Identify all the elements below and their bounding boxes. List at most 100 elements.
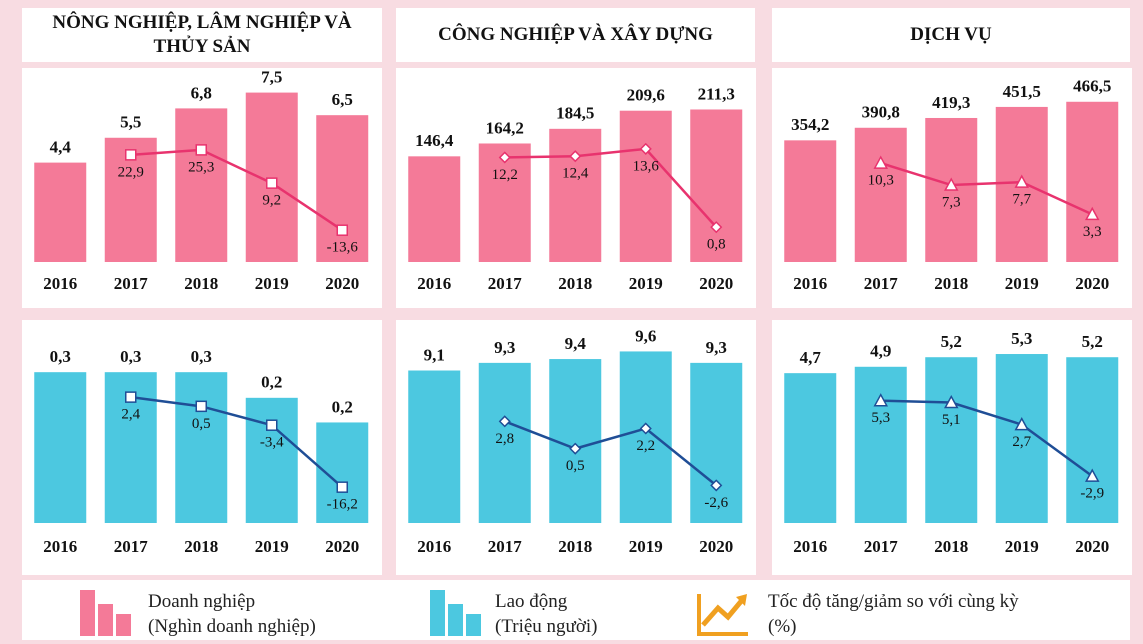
legend-unit: (Triệu người)	[495, 616, 598, 637]
line-value-label: 2,4	[121, 407, 140, 423]
x-tick-label: 2016	[793, 537, 827, 556]
header-title: NÔNG NGHIỆP, LÂM NGHIỆP VÀ THỦY SẢN	[52, 12, 352, 57]
line-marker	[1084, 468, 1100, 482]
chart: 2016 2017 2018 2019 2020 146,4 164,2 184,5 209,6…	[408, 84, 743, 293]
bar-value-label: 9,3	[494, 338, 515, 357]
x-tick-label: 2020	[325, 274, 359, 293]
line-marker	[943, 394, 959, 409]
x-tick-label: 2016	[43, 537, 77, 556]
x-tick-label: 2017	[488, 537, 523, 556]
x-tick-label: 2020	[699, 537, 733, 556]
header-box: NÔNG NGHIỆP, LÂM NGHIỆP VÀ THỦY SẢN	[22, 8, 382, 62]
bar	[784, 373, 837, 523]
line-value-label: 0,5	[192, 416, 211, 432]
legend-icon	[98, 604, 113, 636]
bar-value-label: 7,5	[261, 67, 282, 86]
line	[504, 420, 718, 487]
legend-icon	[448, 604, 463, 636]
legend-entry: Tốc độ tăng/giảm so với cùng kỳ (%)	[768, 589, 1019, 639]
legend-icon	[697, 594, 748, 636]
line-marker	[569, 442, 582, 455]
line-marker	[498, 151, 511, 164]
legend-icon	[116, 614, 131, 636]
line-marker	[125, 391, 137, 403]
legend-box	[22, 580, 1130, 640]
bar	[1066, 357, 1119, 523]
x-tick-label: 2017	[114, 274, 149, 293]
header-box: DỊCH VỤ	[772, 8, 1130, 62]
line-value-label: 2,2	[636, 438, 655, 454]
x-tick-label: 2018	[934, 274, 968, 293]
bar-value-label: 9,1	[424, 345, 445, 364]
bar-value-label: 4,9	[870, 342, 891, 361]
line	[504, 147, 718, 228]
x-tick-label: 2016	[793, 274, 827, 293]
x-tick-label: 2016	[417, 537, 451, 556]
legend-unit: (%)	[768, 616, 797, 637]
chart: 2016 2017 2018 2019 2020 4,7 4,9 5,2 5,3 5,2 5,3 5,…	[784, 329, 1119, 556]
x-tick-label: 2020	[1075, 537, 1109, 556]
line-value-label: -13,6	[327, 240, 359, 256]
bar	[854, 127, 907, 263]
x-tick-label: 2019	[1005, 274, 1039, 293]
bar	[34, 372, 87, 523]
bar-value-label: 419,3	[932, 93, 970, 112]
line-marker	[498, 415, 511, 428]
line-value-label: 5,1	[942, 412, 961, 428]
bar	[619, 110, 672, 262]
x-tick-label: 2019	[255, 274, 289, 293]
legend-label: Lao động	[495, 591, 568, 612]
header-title: CÔNG NGHIỆP VÀ XÂY DỰNG	[438, 24, 713, 45]
line	[130, 395, 344, 489]
bar	[690, 109, 743, 262]
line-value-label: 7,3	[942, 194, 961, 210]
bar-value-label: 390,8	[862, 103, 900, 122]
line-value-label: 3,3	[1083, 224, 1102, 240]
line-value-label: -3,4	[260, 435, 284, 451]
x-tick-label: 2018	[934, 537, 968, 556]
legend-label: Tốc độ tăng/giảm so với cùng kỳ	[768, 591, 1019, 612]
bar	[549, 128, 602, 262]
bar-value-label: 5,2	[1082, 332, 1103, 351]
bar	[408, 370, 461, 523]
legend-label: Doanh nghiệp	[148, 591, 256, 612]
bar-value-label: 209,6	[627, 86, 665, 105]
x-tick-label: 2018	[558, 537, 592, 556]
line-marker	[873, 155, 889, 169]
legend-icon	[736, 594, 747, 606]
bar-value-label: 4,7	[800, 348, 822, 367]
line-value-label: -16,2	[327, 497, 358, 513]
line-value-label: 2,8	[495, 431, 514, 447]
line-value-label: 0,5	[566, 458, 585, 474]
bar-value-label: 0,3	[191, 347, 212, 366]
bar-value-label: 5,5	[120, 113, 141, 132]
bar-value-label: 9,4	[565, 334, 587, 353]
line-value-label: 22,9	[118, 164, 144, 180]
x-tick-label: 2018	[558, 274, 592, 293]
bar	[690, 362, 743, 523]
x-tick-label: 2016	[43, 274, 77, 293]
line-value-label: 0,8	[707, 237, 726, 253]
bar	[34, 162, 87, 262]
x-tick-label: 2018	[184, 537, 218, 556]
line-marker	[943, 177, 959, 191]
legend-icon	[80, 590, 95, 636]
bar	[925, 357, 978, 523]
line-marker	[336, 224, 348, 236]
bar-value-label: 0,3	[120, 347, 141, 366]
line-value-label: 2,7	[1012, 434, 1031, 450]
bar	[408, 156, 461, 262]
line-marker	[1014, 417, 1030, 431]
legend-unit: (Nghìn doanh nghiệp)	[148, 616, 316, 637]
line-marker	[125, 149, 137, 161]
bar	[619, 351, 672, 523]
bar-value-label: 5,3	[1011, 329, 1032, 348]
line-value-label: 10,3	[868, 173, 894, 189]
header-box: CÔNG NGHIỆP VÀ XÂY DỰNG	[396, 8, 755, 62]
line-value-label: -2,9	[1080, 486, 1104, 502]
x-tick-label: 2020	[699, 274, 733, 293]
bar	[245, 397, 298, 523]
bar-value-label: 0,2	[332, 397, 353, 416]
